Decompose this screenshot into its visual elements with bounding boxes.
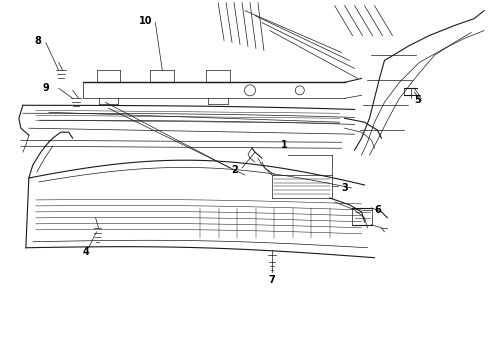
Text: 2: 2 bbox=[231, 165, 238, 175]
Text: 4: 4 bbox=[82, 247, 89, 257]
Text: 3: 3 bbox=[342, 183, 348, 193]
Text: 7: 7 bbox=[269, 275, 275, 285]
Text: 1: 1 bbox=[281, 140, 288, 150]
Text: 5: 5 bbox=[415, 95, 421, 105]
Text: 9: 9 bbox=[42, 84, 49, 93]
Text: 6: 6 bbox=[374, 205, 381, 215]
Text: 10: 10 bbox=[139, 15, 152, 26]
Text: 8: 8 bbox=[34, 36, 41, 46]
